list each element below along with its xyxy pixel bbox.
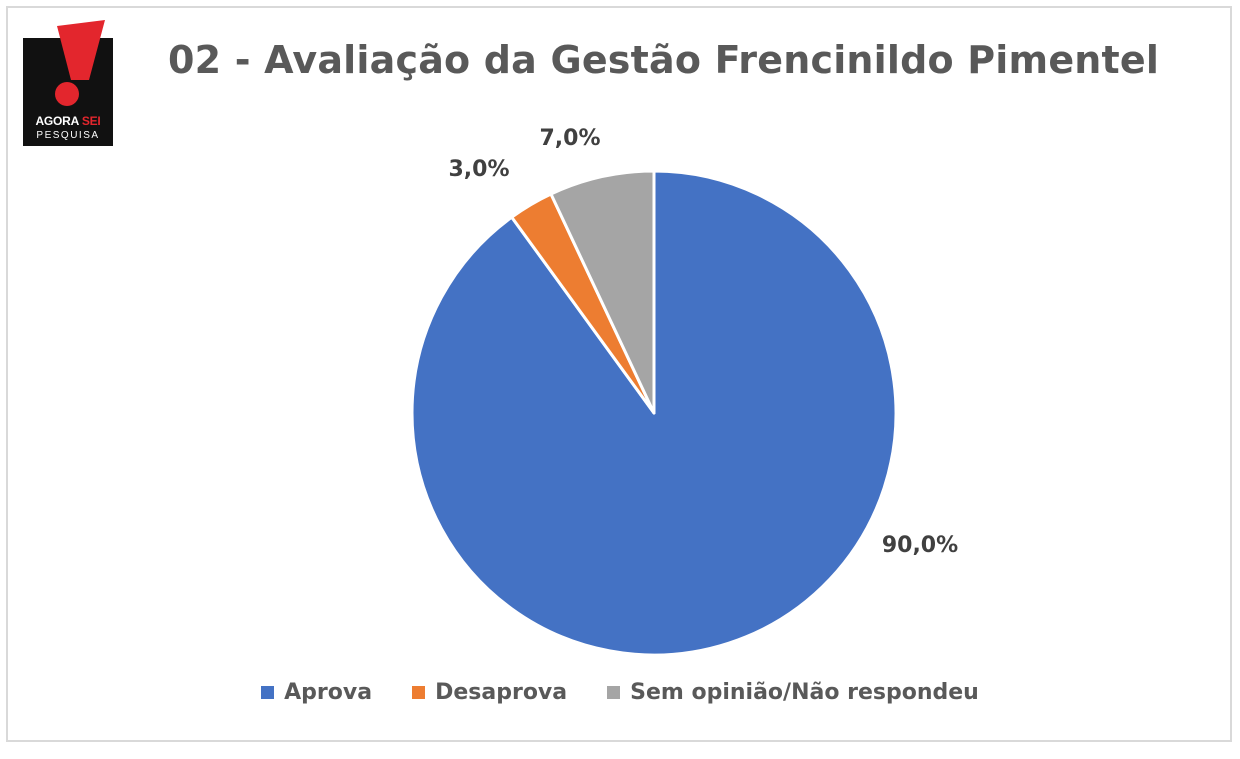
legend-label: Sem opinião/Não respondeu (630, 680, 979, 705)
legend-swatch (261, 686, 275, 699)
logo-text-agora-sei: AGORA SEI (23, 114, 113, 128)
legend-label: Desaprova (435, 680, 568, 705)
logo-word-sei: SEI (81, 114, 101, 128)
legend-item: Aprova (261, 680, 372, 705)
legend-item: Desaprova (412, 680, 567, 705)
legend-label: Aprova (284, 680, 373, 705)
exclamation-icon (55, 20, 105, 106)
logo-text-pesquisa: PESQUISA (36, 130, 100, 141)
data-label: 3,0% (448, 157, 509, 182)
legend-swatch (412, 686, 426, 699)
data-label: 7,0% (539, 126, 600, 151)
pie-slice-sem-opini-o-n-o-respondeu (549, 169, 656, 415)
data-label: 90,0% (882, 533, 958, 558)
chart-title: 02 - Avaliação da Gestão Frencinildo Pim… (168, 38, 1160, 82)
agora-sei-logo: AGORA SEI PESQUISA (23, 18, 113, 146)
legend-swatch (607, 686, 621, 699)
chart-legend: Aprova Desaprova Sem opinião/Não respondeu (0, 680, 1240, 705)
legend-item: Sem opinião/Não respondeu (607, 680, 979, 705)
logo-word-agora: AGORA (35, 114, 79, 128)
